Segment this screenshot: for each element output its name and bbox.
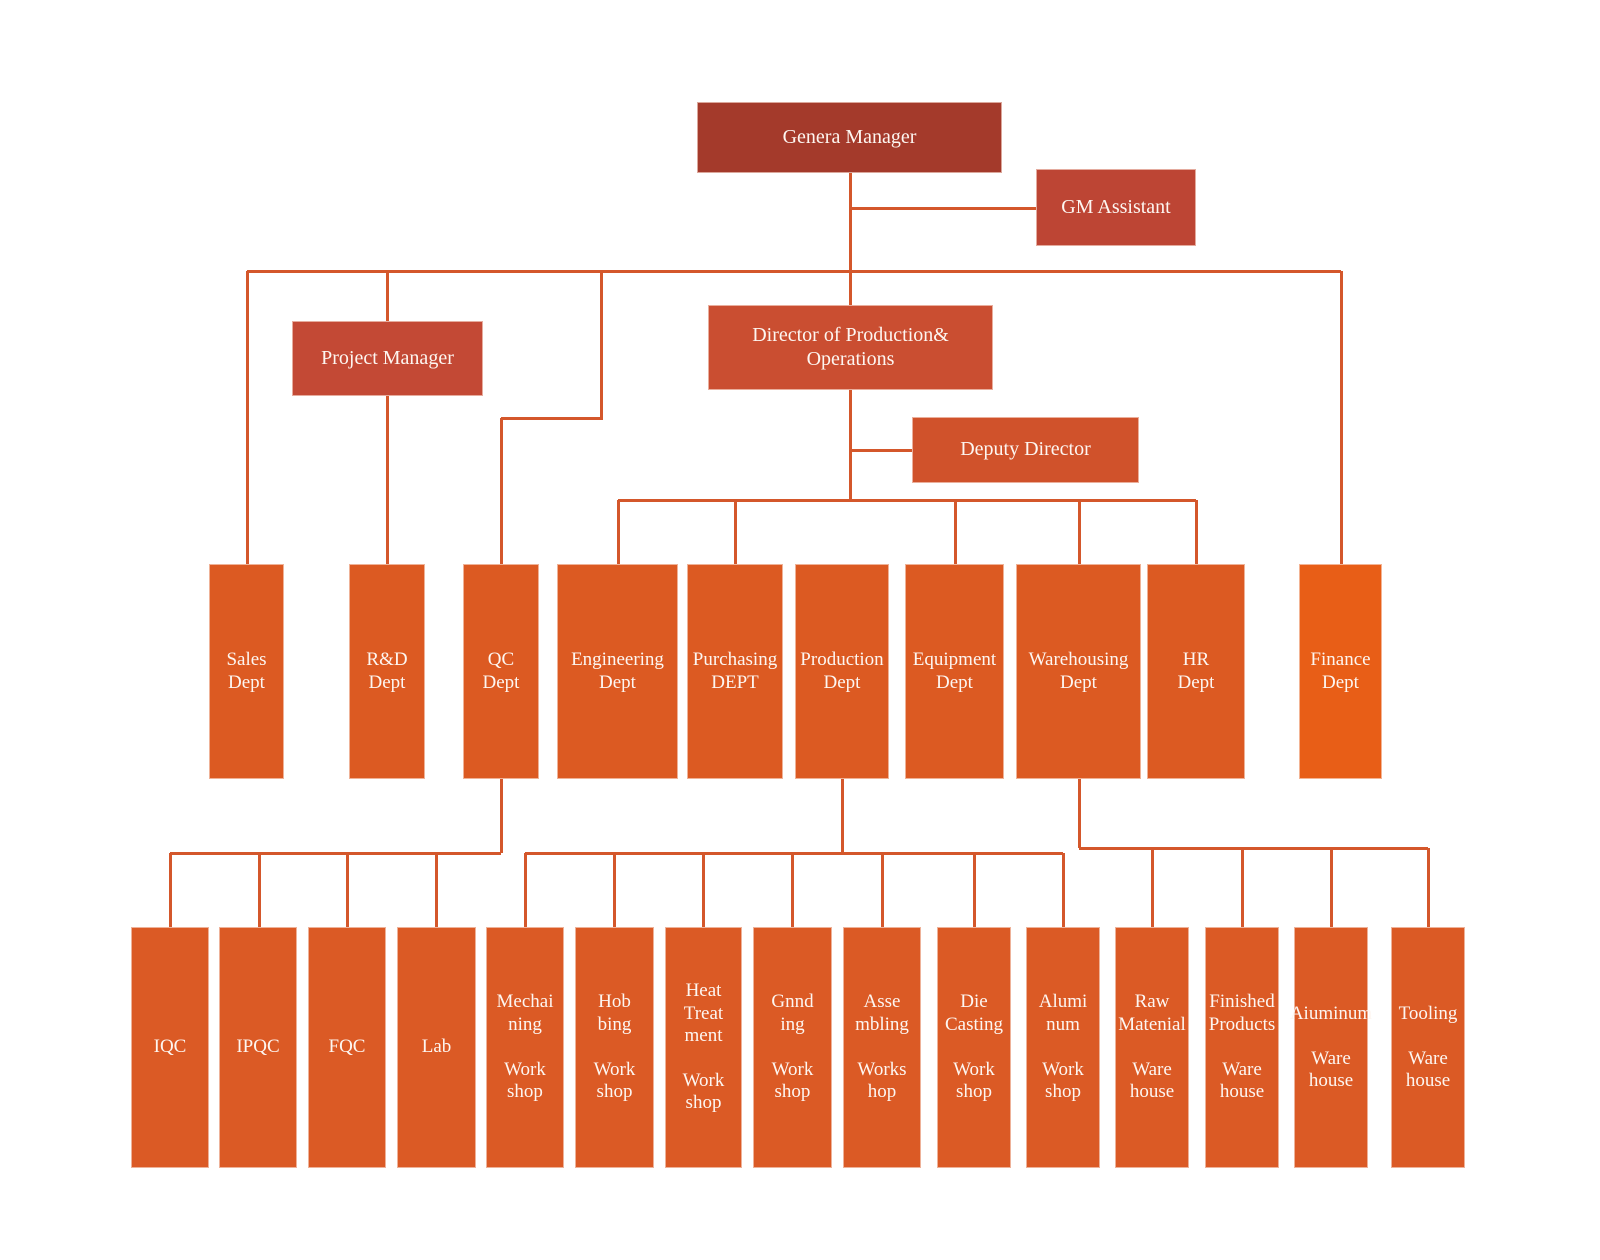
node-dept-production: Production Dept [795,564,889,779]
node-dept-qc: QC Dept [463,564,539,779]
node-unit-fqc: FQC [308,927,386,1168]
connector [849,173,852,271]
connector [525,852,1063,855]
connector [247,270,1341,273]
connector [1427,848,1430,927]
connector [1340,271,1343,564]
connector [849,390,852,500]
connector [1151,848,1154,927]
node-project-manager: Project Manager [292,321,483,396]
connector [500,418,503,564]
node-dept-sales: Sales Dept [209,564,284,779]
connector [386,271,389,321]
connector [169,853,172,927]
node-unit-raw-matenial-warehouse: Raw Matenial Ware house [1115,927,1189,1168]
connector [850,449,912,452]
connector [734,500,737,564]
connector [386,396,389,564]
connector [600,271,603,420]
node-unit-ipqc: IPQC [219,927,297,1168]
connector [524,853,527,927]
connector [501,417,601,420]
connector [246,271,249,564]
node-dept-rd: R&D Dept [349,564,425,779]
node-unit-hobbing-workshop: Hob bing Work shop [575,927,654,1168]
connector [1330,848,1333,927]
node-unit-aluminum-workshop: Alumi num Work shop [1026,927,1100,1168]
connector [881,853,884,927]
node-unit-assembling-workshop: Asse mbling Works hop [843,927,921,1168]
node-unit-iqc: IQC [131,927,209,1168]
connector [1078,500,1081,564]
node-director-production-operations: Director of Production& Operations [708,305,993,390]
node-deputy-director: Deputy Director [912,417,1139,483]
node-unit-aiuminum-warehouse: Aiuminum Ware house [1290,927,1372,1168]
connector [849,271,852,305]
connector [170,852,501,855]
connector [850,207,1036,210]
node-dept-engineering: Engineering Dept [557,564,678,779]
node-gm-assistant: GM Assistant [1036,169,1196,246]
node-unit-gnnding-workshop: Gnnd ing Work shop [753,927,832,1168]
connector [435,853,438,927]
node-dept-equipment: Equipment Dept [905,564,1004,779]
node-unit-mechaining-workshop: Mechai ning Work shop [486,927,564,1168]
connector [617,500,620,564]
node-unit-tooling-warehouse: Tooling Ware house [1391,927,1465,1168]
connector [1079,847,1428,850]
connector [1062,853,1065,927]
connector [1078,779,1081,848]
connector [618,499,1196,502]
connector [954,500,957,564]
connector [346,853,349,927]
node-dept-finance: Finance Dept [1299,564,1382,779]
connector [613,853,616,927]
connector [500,779,503,853]
connector [973,853,976,927]
connector [841,779,844,853]
node-unit-heat-treatment-workshop: Heat Treat ment Work shop [665,927,742,1168]
node-dept-warehousing: Warehousing Dept [1016,564,1141,779]
connector [702,853,705,927]
node-unit-finished-products-warehouse: Finished Products Ware house [1205,927,1279,1168]
node-dept-purchasing: Purchasing DEPT [687,564,783,779]
connector [258,853,261,927]
node-dept-hr: HR Dept [1147,564,1245,779]
connector [1195,500,1198,564]
node-unit-lab: Lab [397,927,476,1168]
connector [791,853,794,927]
node-genera-manager: Genera Manager [697,102,1002,173]
connector [1241,848,1244,927]
node-unit-die-casting-workshop: Die Casting Work shop [937,927,1011,1168]
